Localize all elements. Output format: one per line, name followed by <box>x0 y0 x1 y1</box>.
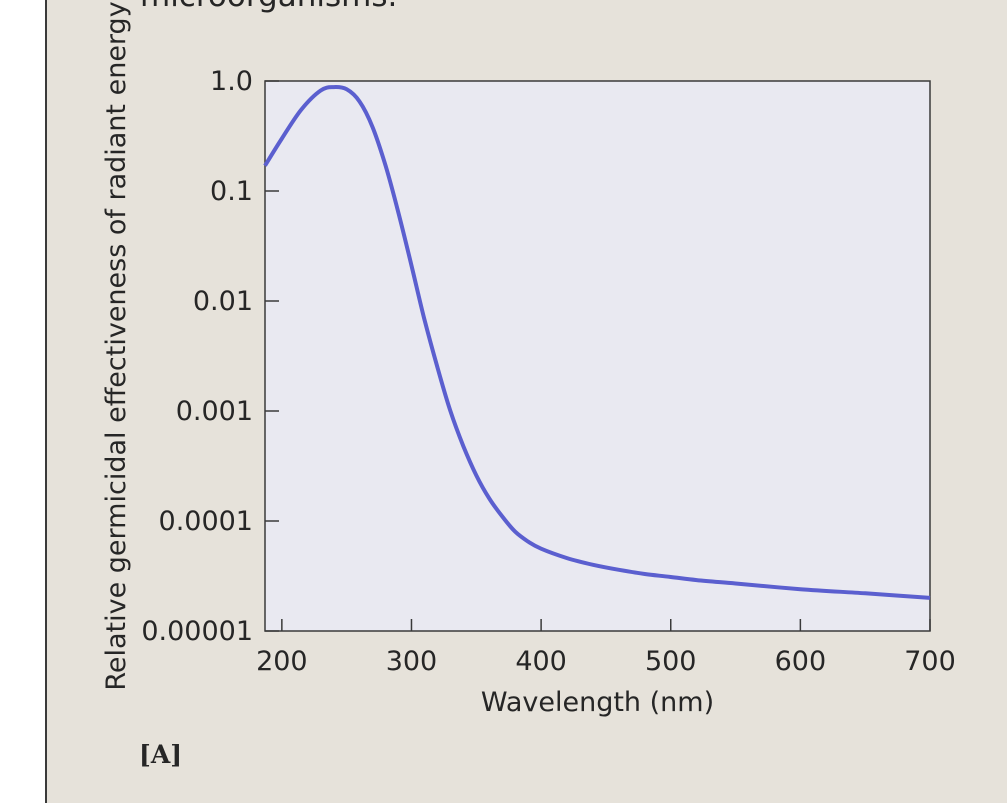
caption-text: microorganisms. <box>140 0 397 14</box>
x-tick-label: 400 <box>515 646 567 677</box>
y-tick-label: 0.1 <box>210 176 253 207</box>
y-tick-labels: 0.00001 0.0001 0.001 0.01 0.1 1.0 <box>141 66 253 647</box>
y-tick-label: 0.01 <box>193 286 253 317</box>
panel-label: [A] <box>139 740 183 769</box>
plot-area <box>264 80 931 632</box>
tick-marks <box>265 80 931 632</box>
x-axis-title: Wavelength (nm) <box>481 687 714 718</box>
x-tick-label: 500 <box>645 646 697 677</box>
chart: 200 300 400 500 600 700 0.000010.00010.0010.0… <box>101 1 956 718</box>
y-axis-title: Relative germicidal effectiveness of rad… <box>101 1 132 690</box>
figure-panel: microorganisms. 200 300 400 500 600 700 0.000… <box>45 0 1007 803</box>
y-tick-label: 0.00001 <box>141 616 253 647</box>
x-tick-label: 200 <box>256 646 308 677</box>
x-tick-labels: 200 300 400 500 600 700 <box>256 646 956 677</box>
effectiveness-curve <box>263 85 931 600</box>
x-tick-label: 700 <box>904 646 956 677</box>
x-tick-label: 600 <box>775 646 827 677</box>
y-tick-label: 1.0 <box>210 66 253 97</box>
y-tick-label: 0.0001 <box>159 506 253 537</box>
y-tick-label: 0.001 <box>176 396 253 427</box>
x-tick-label: 300 <box>386 646 438 677</box>
